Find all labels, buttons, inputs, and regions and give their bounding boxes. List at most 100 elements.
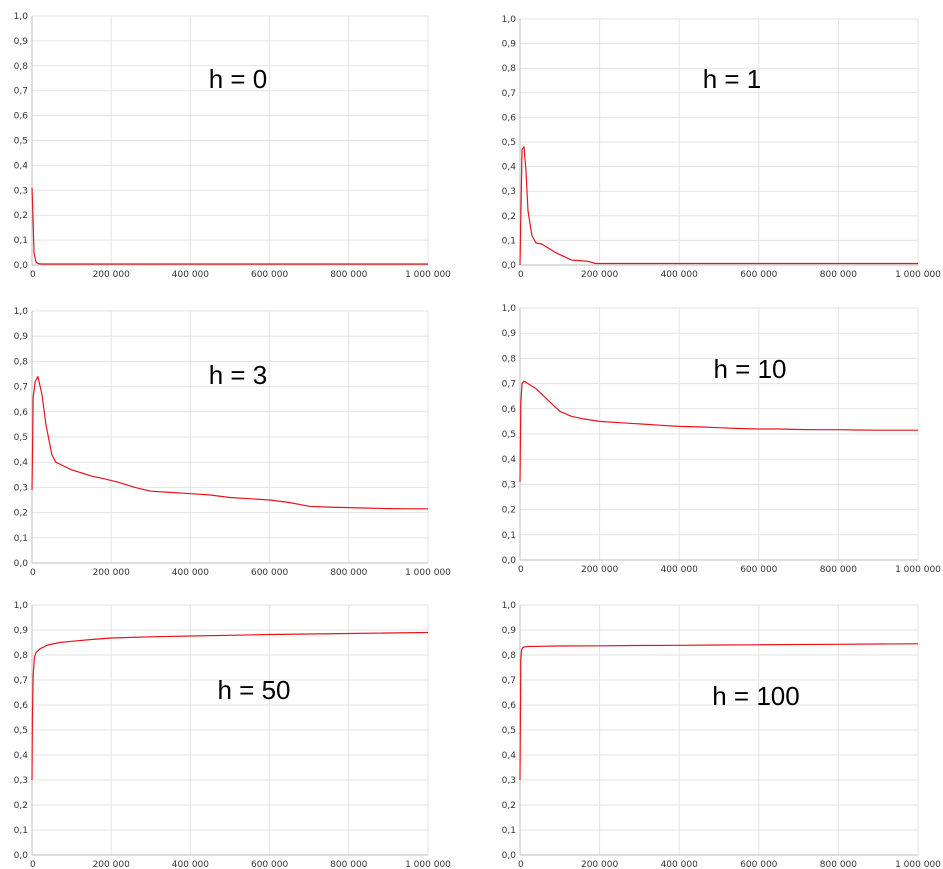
x-tick-label: 600 000	[740, 565, 777, 575]
x-tick-label: 800 000	[820, 565, 857, 575]
y-tick-label: 0,7	[502, 380, 516, 390]
y-tick-label: 0,1	[14, 826, 28, 836]
y-tick-label: 0,7	[14, 676, 28, 686]
y-tick-label: 0,9	[14, 37, 29, 47]
y-tick-label: 0,4	[14, 161, 29, 171]
y-tick-label: 0,8	[14, 651, 29, 661]
x-tick-label: 200 000	[93, 860, 130, 869]
x-tick-label: 1 000 000	[405, 270, 451, 280]
y-tick-label: 0,7	[502, 89, 516, 99]
y-tick-label: 0,7	[14, 87, 28, 97]
x-tick-label: 0	[518, 565, 524, 575]
x-tick-label: 1 000 000	[405, 568, 451, 578]
x-tick-label: 0	[30, 860, 36, 869]
y-tick-label: 0,3	[14, 186, 28, 196]
y-tick-label: 0,1	[502, 826, 516, 836]
y-tick-label: 0,5	[14, 433, 28, 443]
x-tick-label: 1 000 000	[895, 270, 941, 280]
x-tick-label: 200 000	[581, 860, 618, 869]
y-tick-label: 0,4	[14, 751, 29, 761]
y-tick-label: 0,6	[14, 701, 29, 711]
y-tick-label: 0,9	[14, 626, 29, 636]
x-tick-label: 800 000	[330, 860, 367, 869]
x-tick-label: 800 000	[330, 568, 367, 578]
y-tick-label: 0,9	[502, 40, 517, 50]
y-tick-label: 0,5	[14, 137, 28, 147]
y-tick-label: 1,0	[502, 601, 517, 611]
y-tick-label: 0,3	[502, 187, 516, 197]
x-tick-label: 800 000	[820, 270, 857, 280]
x-tick-label: 0	[518, 270, 524, 280]
y-tick-label: 0,6	[14, 408, 29, 418]
y-tick-label: 0,6	[502, 701, 517, 711]
panel-label: h = 0	[209, 64, 268, 94]
y-tick-label: 0,1	[502, 236, 516, 246]
x-tick-label: 0	[518, 860, 524, 869]
series-line	[31, 187, 428, 265]
chart-panel-2: 0,0 0,1 0,2 0,3 0,4 0,5 0,6 0,7 0,8 0,9 1,0 0 200 00…	[502, 15, 942, 280]
y-tick-label: 0,2	[502, 506, 516, 516]
panel-label: h = 3	[209, 360, 268, 390]
y-tick-label: 0,8	[502, 64, 517, 74]
y-tick-label: 1,0	[14, 307, 29, 317]
y-tick-label: 0,8	[502, 354, 517, 364]
y-tick-label: 0,0	[14, 261, 29, 271]
y-tick-label: 0,8	[14, 357, 29, 367]
y-tick-label: 0,5	[502, 726, 516, 736]
y-tick-label: 0,6	[14, 112, 29, 122]
x-tick-label: 400 000	[172, 860, 209, 869]
y-tick-label: 0,4	[502, 455, 517, 465]
x-tick-label: 200 000	[581, 270, 618, 280]
chart-panel-6: 0,0 0,1 0,2 0,3 0,4 0,5 0,6 0,7 0,8 0,9 1,0 0 200 00…	[502, 601, 942, 869]
x-tick-label: 800 000	[820, 860, 857, 869]
y-tick-label: 0,8	[14, 62, 29, 72]
y-tick-label: 0,5	[14, 726, 28, 736]
series-line	[31, 375, 428, 510]
x-tick-label: 400 000	[661, 270, 698, 280]
y-tick-label: 0,2	[14, 211, 28, 221]
y-tick-label: 0,0	[14, 559, 29, 569]
x-tick-label: 600 000	[740, 860, 777, 869]
y-tick-label: 1,0	[14, 601, 29, 611]
panel-label: h = 1	[703, 64, 762, 94]
y-tick-label: 1,0	[502, 15, 517, 25]
y-tick-label: 0,9	[502, 329, 517, 339]
chart-panel-5: 0,0 0,1 0,2 0,3 0,4 0,5 0,6 0,7 0,8 0,9 1,0 0 200 00…	[14, 601, 452, 869]
y-tick-label: 0,1	[14, 236, 28, 246]
x-tick-label: 200 000	[93, 270, 130, 280]
y-tick-label: 0,6	[502, 113, 517, 123]
y-tick-label: 0,1	[502, 531, 516, 541]
x-tick-label: 200 000	[93, 568, 130, 578]
y-tick-label: 0,3	[14, 776, 28, 786]
x-tick-label: 1 000 000	[895, 565, 941, 575]
x-tick-label: 200 000	[581, 565, 618, 575]
x-tick-label: 0	[30, 568, 36, 578]
y-tick-label: 0,4	[502, 751, 517, 761]
y-tick-label: 0,7	[14, 383, 28, 393]
panel-label: h = 50	[217, 675, 290, 705]
y-tick-label: 0,6	[502, 405, 517, 415]
x-tick-label: 600 000	[251, 270, 288, 280]
y-tick-label: 0,5	[502, 430, 516, 440]
y-tick-label: 1,0	[14, 12, 29, 22]
y-tick-label: 0,8	[502, 651, 517, 661]
y-tick-label: 0,0	[502, 261, 517, 271]
y-tick-label: 0,3	[502, 776, 516, 786]
y-tick-label: 0,1	[14, 534, 28, 544]
y-tick-label: 0,9	[502, 626, 517, 636]
y-tick-label: 0,9	[14, 332, 29, 342]
y-tick-label: 0,0	[502, 851, 517, 861]
chart-panel-3: 0,0 0,1 0,2 0,3 0,4 0,5 0,6 0,7 0,8 0,9 1,0 0 200 00…	[14, 307, 452, 578]
x-tick-label: 400 000	[172, 270, 209, 280]
y-tick-label: 1,0	[502, 304, 517, 314]
x-tick-label: 600 000	[251, 860, 288, 869]
y-tick-label: 0,3	[14, 483, 28, 493]
x-tick-label: 600 000	[740, 270, 777, 280]
panel-label: h = 10	[713, 354, 786, 384]
x-tick-label: 400 000	[661, 565, 698, 575]
y-tick-label: 0,5	[502, 138, 516, 148]
x-tick-label: 400 000	[172, 568, 209, 578]
x-tick-label: 0	[30, 270, 36, 280]
x-tick-label: 400 000	[661, 860, 698, 869]
